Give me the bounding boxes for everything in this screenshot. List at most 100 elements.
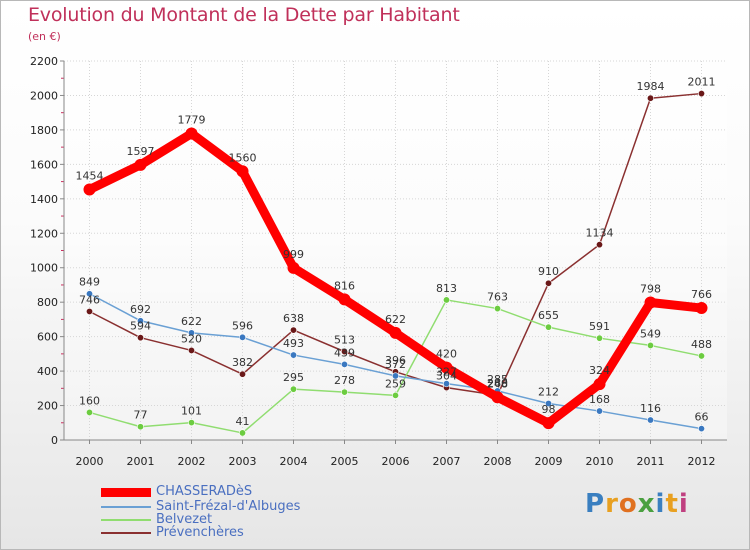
legend-swatch bbox=[101, 505, 151, 508]
data-label: 248 bbox=[487, 377, 508, 390]
legend-label: Prévenchères bbox=[156, 525, 244, 540]
data-label: 594 bbox=[130, 320, 151, 333]
data-label: 212 bbox=[538, 385, 559, 398]
y-tick-label: 600 bbox=[37, 331, 58, 344]
data-label: 798 bbox=[640, 283, 661, 296]
data-label: 638 bbox=[283, 312, 304, 325]
data-point bbox=[697, 90, 705, 98]
data-point bbox=[86, 408, 94, 416]
data-point bbox=[544, 399, 552, 407]
data-label: 372 bbox=[385, 358, 406, 371]
data-point bbox=[188, 346, 196, 354]
data-label: 285 bbox=[487, 373, 508, 386]
data-point bbox=[340, 360, 348, 368]
data-label: 439 bbox=[334, 346, 355, 359]
data-point bbox=[593, 378, 606, 391]
data-point bbox=[188, 329, 196, 337]
data-point bbox=[544, 279, 552, 287]
legend-swatch bbox=[101, 531, 151, 534]
data-point bbox=[697, 425, 705, 433]
data-point bbox=[442, 380, 450, 388]
data-label: 66 bbox=[695, 411, 709, 424]
data-point bbox=[542, 417, 555, 430]
y-tick-label: 0 bbox=[51, 434, 58, 447]
y-tick-label: 200 bbox=[37, 400, 58, 413]
data-label: 327 bbox=[436, 366, 457, 379]
data-point bbox=[389, 326, 402, 339]
data-label: 304 bbox=[436, 370, 457, 383]
y-tick-label: 1000 bbox=[30, 262, 58, 275]
x-tick-label: 2011 bbox=[637, 455, 665, 468]
data-label: 295 bbox=[283, 371, 304, 384]
data-label: 766 bbox=[691, 288, 712, 301]
data-label: 160 bbox=[79, 394, 100, 407]
y-tick-label: 1400 bbox=[30, 193, 58, 206]
data-label: 622 bbox=[385, 313, 406, 326]
legend-label: CHASSERADèS bbox=[156, 484, 253, 499]
data-label: 692 bbox=[130, 303, 151, 316]
data-point bbox=[86, 290, 94, 298]
y-tick-label: 800 bbox=[37, 296, 58, 309]
data-point bbox=[391, 391, 399, 399]
data-label: 813 bbox=[436, 282, 457, 295]
data-point bbox=[697, 352, 705, 360]
data-point bbox=[289, 326, 297, 334]
data-label: 655 bbox=[538, 309, 559, 322]
data-point bbox=[86, 307, 94, 315]
data-label: 622 bbox=[181, 315, 202, 328]
x-tick-label: 2008 bbox=[484, 455, 512, 468]
data-point bbox=[493, 305, 501, 313]
x-tick-label: 2005 bbox=[331, 455, 359, 468]
data-label: 746 bbox=[79, 293, 100, 306]
data-label: 591 bbox=[589, 320, 610, 333]
x-tick-label: 2004 bbox=[280, 455, 308, 468]
data-label: 278 bbox=[334, 374, 355, 387]
data-point bbox=[695, 302, 708, 315]
data-label: 1560 bbox=[229, 151, 257, 164]
legend-label: Saint-Frézal-d'Albuges bbox=[156, 499, 301, 514]
data-label: 2011 bbox=[688, 76, 716, 89]
chart-subtitle: (en €) bbox=[28, 30, 61, 43]
data-label: 396 bbox=[385, 354, 406, 367]
x-tick-label: 2000 bbox=[76, 455, 104, 468]
data-label: 488 bbox=[691, 338, 712, 351]
data-label: 763 bbox=[487, 291, 508, 304]
data-label: 513 bbox=[334, 334, 355, 347]
data-label: 1454 bbox=[76, 170, 104, 183]
data-point bbox=[646, 416, 654, 424]
data-point bbox=[134, 158, 147, 171]
y-tick-label: 400 bbox=[37, 365, 58, 378]
data-point bbox=[391, 372, 399, 380]
data-point bbox=[595, 407, 603, 415]
data-label: 1597 bbox=[127, 145, 155, 158]
data-point bbox=[188, 419, 196, 427]
legend-swatch bbox=[101, 518, 151, 521]
data-label: 849 bbox=[79, 276, 100, 289]
data-label: 1779 bbox=[178, 114, 206, 127]
data-label: 910 bbox=[538, 265, 559, 278]
y-tick-label: 1800 bbox=[30, 124, 58, 137]
data-label: 116 bbox=[640, 402, 661, 415]
data-point bbox=[289, 385, 297, 393]
x-tick-label: 2007 bbox=[433, 455, 461, 468]
x-tick-label: 2001 bbox=[127, 455, 155, 468]
x-tick-label: 2002 bbox=[178, 455, 206, 468]
data-point bbox=[239, 370, 247, 378]
data-label: 420 bbox=[436, 348, 457, 361]
y-tick-label: 2200 bbox=[30, 55, 58, 68]
data-point bbox=[646, 341, 654, 349]
proxiti-logo: Proxiti bbox=[585, 489, 689, 519]
data-point bbox=[289, 351, 297, 359]
data-label: 168 bbox=[589, 393, 610, 406]
data-point bbox=[236, 165, 249, 178]
data-label: 101 bbox=[181, 405, 202, 418]
data-point bbox=[239, 333, 247, 341]
data-label: 549 bbox=[640, 327, 661, 340]
data-point bbox=[440, 361, 453, 374]
data-point bbox=[239, 429, 247, 437]
data-point bbox=[137, 317, 145, 325]
data-label: 324 bbox=[589, 364, 610, 377]
data-label: 259 bbox=[385, 377, 406, 390]
